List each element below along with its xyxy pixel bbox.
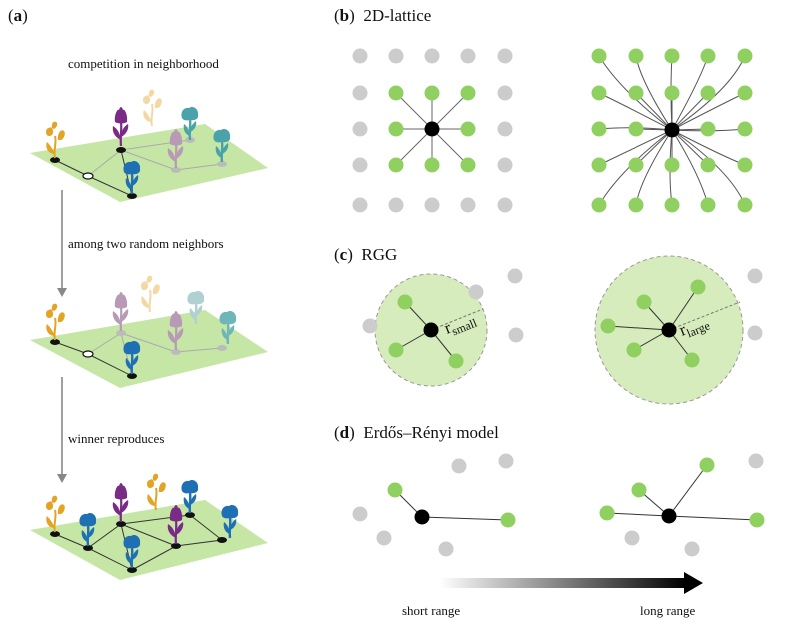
panel-d-title: Erdős–Rényi model [363,423,499,442]
step-arrow-2 [57,377,67,483]
panel-b-label: b [339,6,350,25]
panel-a-label: a [13,6,23,25]
ground-plane-1 [30,124,268,202]
rgg-large-radius [594,255,763,405]
lattice-long-range [591,48,753,213]
ground-plane-2 [30,310,268,388]
panel-a-heading: (a) [8,6,28,25]
panel-c-title: RGG [361,245,398,264]
range-arrow [440,572,703,594]
caption-two-neighbors: among two random neighbors [68,236,224,251]
long-range-label: long range [640,603,696,618]
scene-two-neighbors [30,274,268,388]
caption-competition: competition in neighborhood [68,56,219,71]
center-node [424,121,440,137]
panel-b-title: 2D-lattice [363,6,432,25]
caption-winner: winner reproduces [68,431,165,446]
er-long [599,453,765,557]
step-arrow-1 [57,190,67,297]
panel-d-label: d [339,423,350,442]
short-range-label: short range [402,603,461,618]
panel-c-heading: (c) RGG [334,245,398,264]
scene-competition [30,88,268,202]
lattice-short-range [352,48,513,213]
scene-winner [30,472,268,580]
rgg-small-radius [362,268,524,387]
panel-b-heading: (b) 2D-lattice [334,6,432,25]
panel-d-heading: (d) Erdős–Rényi model [334,423,499,442]
panel-c-label: c [339,245,348,264]
er-short [352,453,516,557]
